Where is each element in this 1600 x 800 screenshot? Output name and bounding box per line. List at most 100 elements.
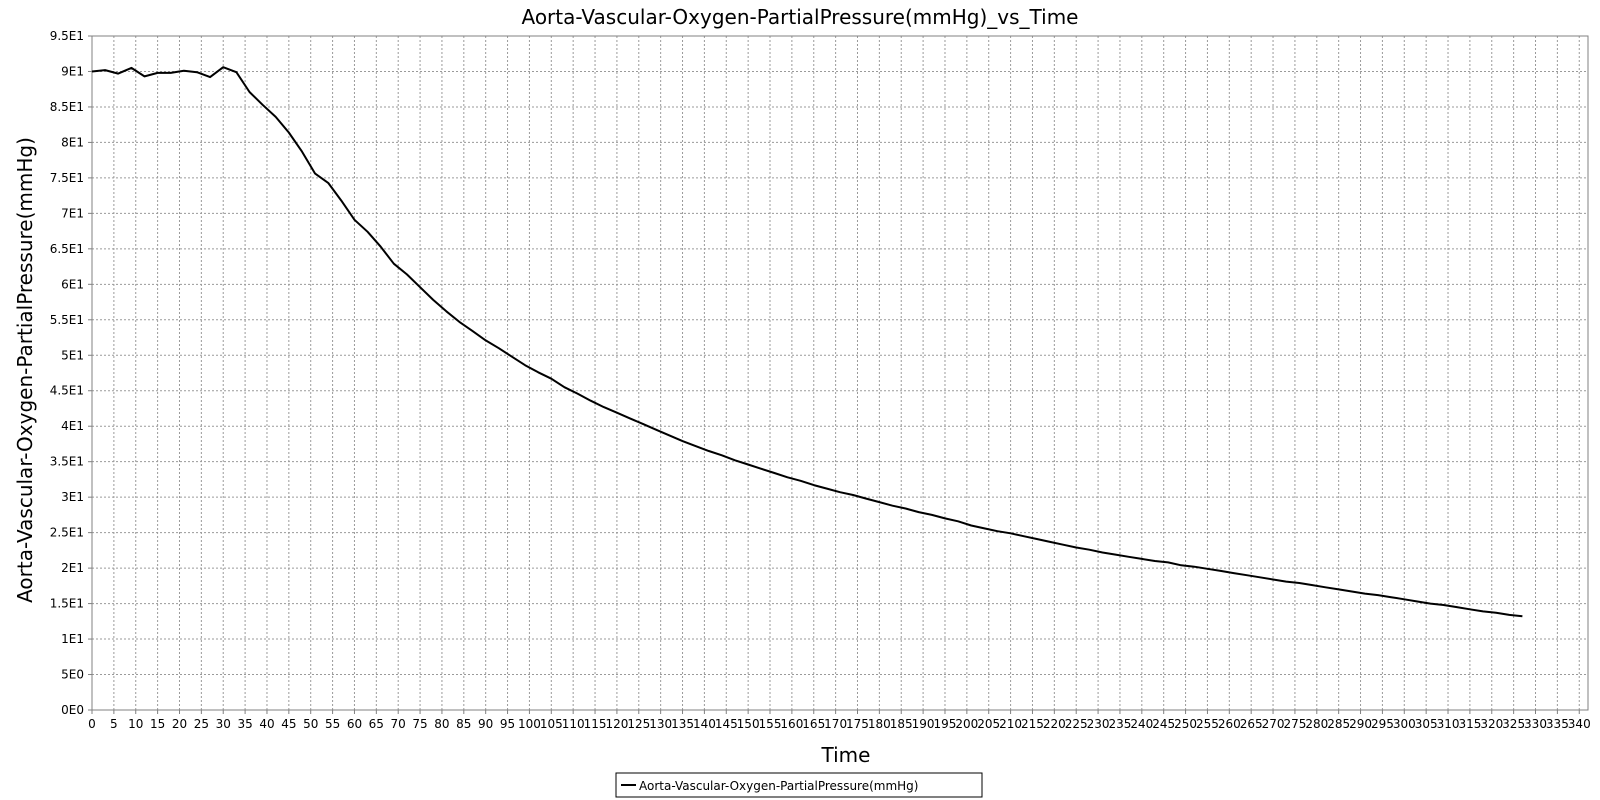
x-tick-label: 165 xyxy=(802,717,825,731)
x-axis-label: Time xyxy=(821,743,871,767)
y-tick-label: 6.5E1 xyxy=(50,242,84,256)
x-tick-label: 140 xyxy=(693,717,716,731)
y-tick-label: 1.5E1 xyxy=(50,597,84,611)
series-layer xyxy=(91,66,1523,618)
x-tick-label: 95 xyxy=(500,717,515,731)
x-tick-label: 340 xyxy=(1568,717,1591,731)
x-tick-label: 275 xyxy=(1283,717,1306,731)
x-tick-label: 90 xyxy=(478,717,493,731)
y-tick-label: 5.5E1 xyxy=(50,313,84,327)
x-tick-label: 55 xyxy=(325,717,340,731)
y-tick-label: 7.5E1 xyxy=(50,171,84,185)
x-tick-label: 320 xyxy=(1480,717,1503,731)
x-tick-label: 150 xyxy=(737,717,760,731)
x-tick-label: 225 xyxy=(1065,717,1088,731)
y-tick-label: 8E1 xyxy=(61,135,84,149)
x-tick-label: 295 xyxy=(1371,717,1394,731)
x-tick-label: 180 xyxy=(868,717,891,731)
x-tick-label: 50 xyxy=(303,717,318,731)
y-tick-label: 3E1 xyxy=(61,490,84,504)
x-tick-label: 155 xyxy=(759,717,782,731)
x-tick-label: 25 xyxy=(194,717,209,731)
legend-label: Aorta-Vascular-Oxygen-PartialPressure(mm… xyxy=(639,779,918,793)
x-tick-label: 280 xyxy=(1305,717,1328,731)
y-tick-label: 2E1 xyxy=(61,561,84,575)
x-tick-label: 310 xyxy=(1437,717,1460,731)
x-tick-label: 285 xyxy=(1327,717,1350,731)
x-tick-label: 250 xyxy=(1174,717,1197,731)
chart-title: Aorta-Vascular-Oxygen-PartialPressure(mm… xyxy=(521,5,1078,29)
x-tick-label: 245 xyxy=(1152,717,1175,731)
x-tick-label: 195 xyxy=(934,717,957,731)
x-tick-label: 45 xyxy=(281,717,296,731)
y-axis-label: Aorta-Vascular-Oxygen-PartialPressure(mm… xyxy=(13,137,37,603)
x-tick-label: 190 xyxy=(912,717,935,731)
x-tick-label: 185 xyxy=(890,717,913,731)
x-tick-label: 115 xyxy=(584,717,607,731)
y-tick-label: 5E0 xyxy=(61,668,84,682)
x-tick-label: 100 xyxy=(518,717,541,731)
y-tick-label: 4E1 xyxy=(61,419,84,433)
x-tick-label: 200 xyxy=(955,717,978,731)
x-tick-label: 135 xyxy=(671,717,694,731)
y-tick-label: 2.5E1 xyxy=(50,526,84,540)
x-tick-label: 315 xyxy=(1458,717,1481,731)
x-tick-label: 330 xyxy=(1524,717,1547,731)
x-tick-label: 40 xyxy=(259,717,274,731)
x-tick-label: 80 xyxy=(434,717,449,731)
x-tick-label: 70 xyxy=(391,717,406,731)
plot-area xyxy=(91,35,1589,711)
x-tick-label: 300 xyxy=(1393,717,1416,731)
x-tick-label: 335 xyxy=(1546,717,1569,731)
x-tick-label: 260 xyxy=(1218,717,1241,731)
x-tick-label: 210 xyxy=(999,717,1022,731)
x-tick-label: 60 xyxy=(347,717,362,731)
x-tick-label: 175 xyxy=(846,717,869,731)
x-tick-label: 30 xyxy=(216,717,231,731)
x-tick-label: 10 xyxy=(128,717,143,731)
x-tick-label: 105 xyxy=(540,717,563,731)
x-tick-label: 215 xyxy=(1021,717,1044,731)
y-tick-label: 4.5E1 xyxy=(50,384,84,398)
x-tick-label: 35 xyxy=(237,717,252,731)
x-tick-label: 235 xyxy=(1109,717,1132,731)
x-tick-label: 65 xyxy=(369,717,384,731)
x-tick-label: 220 xyxy=(1043,717,1066,731)
x-tick-label: 265 xyxy=(1240,717,1263,731)
grid xyxy=(92,35,1588,710)
y-tick-label: 9E1 xyxy=(61,64,84,78)
x-tick-label: 75 xyxy=(412,717,427,731)
legend: Aorta-Vascular-Oxygen-PartialPressure(mm… xyxy=(615,772,983,798)
legend-box xyxy=(615,772,983,798)
y-tick-label: 1E1 xyxy=(61,632,84,646)
x-tick-label: 145 xyxy=(715,717,738,731)
x-tick-label: 5 xyxy=(110,717,118,731)
x-tick-label: 130 xyxy=(649,717,672,731)
axes: 0 5 10 15 20 25 30 35 40 45 50 55 60 65 70 75 80 85 90 95 10… xyxy=(50,29,1591,731)
x-tick-label: 205 xyxy=(977,717,1000,731)
x-tick-label: 160 xyxy=(780,717,803,731)
x-tick-label: 230 xyxy=(1087,717,1110,731)
x-tick-label: 0 xyxy=(88,717,96,731)
y-tick-label: 7E1 xyxy=(61,206,84,220)
x-tick-label: 290 xyxy=(1349,717,1372,731)
x-tick-label: 325 xyxy=(1502,717,1525,731)
y-tick-label: 9.5E1 xyxy=(50,29,84,43)
y-tick-label: 3.5E1 xyxy=(50,455,84,469)
y-tick-label: 0E0 xyxy=(61,703,84,717)
x-tick-label: 305 xyxy=(1415,717,1438,731)
x-tick-label: 110 xyxy=(562,717,585,731)
y-tick-label: 5E1 xyxy=(61,348,84,362)
x-tick-label: 15 xyxy=(150,717,165,731)
y-tick-label: 6E1 xyxy=(61,277,84,291)
x-tick-label: 270 xyxy=(1262,717,1285,731)
y-tick-label: 8.5E1 xyxy=(50,100,84,114)
x-tick-label: 120 xyxy=(605,717,628,731)
x-tick-label: 20 xyxy=(172,717,187,731)
x-tick-label: 255 xyxy=(1196,717,1219,731)
x-tick-label: 240 xyxy=(1130,717,1153,731)
series-line xyxy=(91,66,1523,618)
x-tick-label: 125 xyxy=(627,717,650,731)
x-tick-label: 85 xyxy=(456,717,471,731)
